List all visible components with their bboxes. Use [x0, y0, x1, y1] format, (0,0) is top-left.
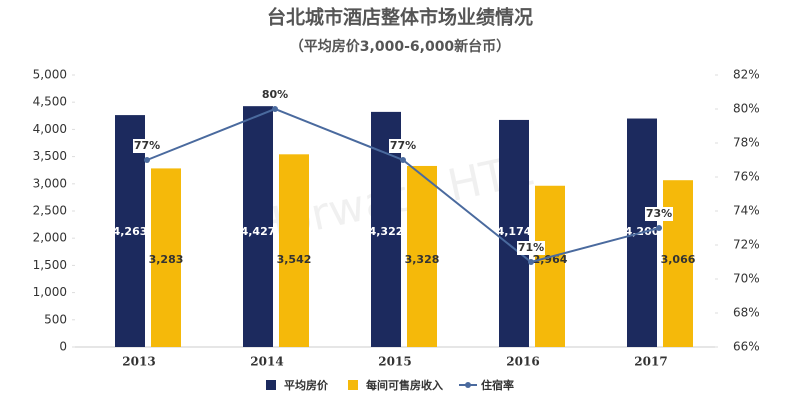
- label-bg: [389, 139, 417, 153]
- chart-subtitle: （平均房价3,000-6,000新台币）: [290, 38, 510, 55]
- bar: [151, 168, 181, 347]
- y-tick-label: 5,000: [33, 68, 67, 82]
- data-label: 2,964: [533, 253, 568, 266]
- line-point: [272, 106, 278, 112]
- x-tick-label: 2017: [634, 355, 667, 369]
- y2-tick-label: 76%: [733, 170, 760, 184]
- data-label: 3,066: [661, 253, 696, 266]
- x-tick-label: 2014: [250, 355, 283, 369]
- y-tick-label: 2,000: [33, 231, 67, 245]
- y2-tick-label: 68%: [733, 306, 760, 320]
- y-tick-label: 2,500: [33, 204, 67, 218]
- data-label: 77%: [390, 139, 416, 152]
- bar: [279, 154, 309, 347]
- legend-swatch: [266, 380, 276, 390]
- x-tick-label: 2016: [506, 355, 539, 369]
- line-point: [144, 157, 150, 163]
- y-tick-label: 1,000: [33, 285, 67, 299]
- legend-label: 每间可售房收入: [366, 378, 443, 392]
- y2-tick-label: 70%: [733, 272, 760, 286]
- x-tick-label: 2015: [378, 355, 411, 369]
- label-bg: [517, 241, 545, 255]
- y-tick-label: 4,000: [33, 122, 67, 136]
- data-label: 4,174: [497, 225, 532, 238]
- y-tick-label: 500: [44, 312, 67, 326]
- y2-tick-label: 74%: [733, 204, 760, 218]
- y2-tick-label: 72%: [733, 238, 760, 252]
- y2-tick-label: 78%: [733, 136, 760, 150]
- data-label: 3,542: [277, 253, 312, 266]
- y-tick-label: 3,500: [33, 149, 67, 163]
- label-bg: [261, 88, 289, 102]
- line-point: [528, 259, 534, 265]
- data-label: 80%: [262, 88, 288, 101]
- bar: [115, 115, 145, 347]
- data-label: 3,328: [405, 253, 440, 266]
- data-label: 4,427: [241, 225, 276, 238]
- x-tick-label: 2013: [122, 355, 155, 369]
- y-tick-label: 3,000: [33, 176, 67, 190]
- label-bg: [133, 139, 161, 153]
- y2-tick-label: 66%: [733, 340, 760, 354]
- y-tick-label: 1,500: [33, 258, 67, 272]
- label-bg: [645, 207, 673, 221]
- y2-tick-label: 80%: [733, 102, 760, 116]
- bar: [535, 185, 565, 347]
- legend-swatch: [348, 380, 358, 390]
- y2-tick-label: 82%: [733, 68, 760, 82]
- line-point: [400, 157, 406, 163]
- chart-title: 台北城市酒店整体市场业绩情况: [267, 6, 533, 29]
- bar: [243, 106, 273, 347]
- data-label: 73%: [646, 207, 672, 220]
- data-label: 77%: [134, 139, 160, 152]
- legend-label: 住宿率: [481, 378, 514, 392]
- legend-swatch: [465, 382, 471, 388]
- line-point: [656, 225, 662, 231]
- data-label: 3,283: [149, 253, 184, 266]
- data-label: 4,263: [113, 225, 148, 238]
- bar: [407, 165, 437, 347]
- legend-label: 平均房价: [284, 378, 329, 392]
- bar: [499, 119, 529, 347]
- data-label: 71%: [518, 241, 544, 254]
- data-label: 4,322: [369, 225, 404, 238]
- y-tick-label: 4,500: [33, 95, 67, 109]
- y-tick-label: 0: [59, 340, 67, 354]
